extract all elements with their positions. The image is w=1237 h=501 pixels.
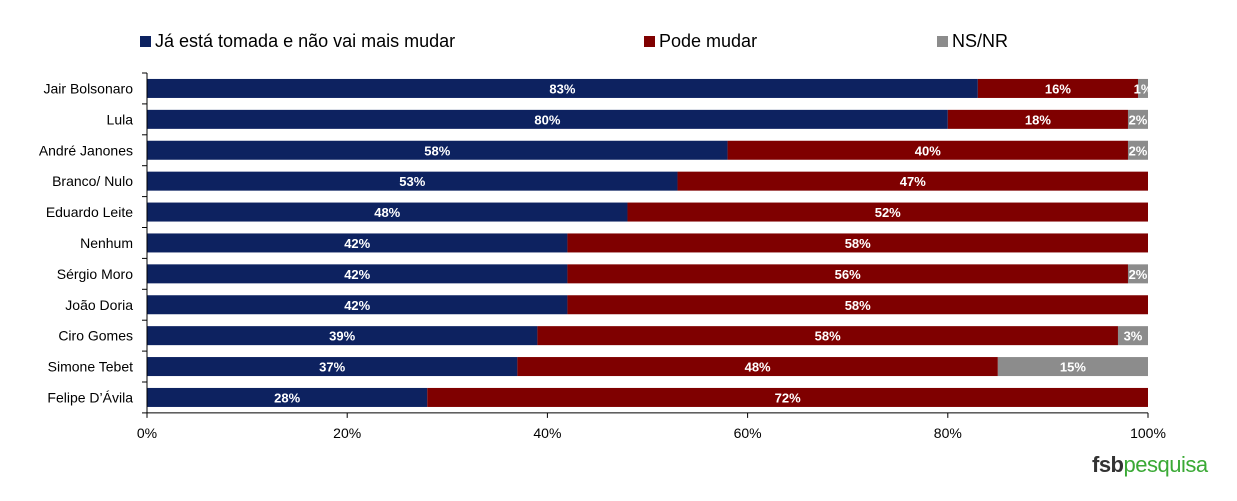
bar-segment [997,357,1148,377]
legend-swatch [644,36,655,47]
legend-swatch [140,36,151,47]
bar-segment [567,295,1148,315]
data-label: 2% [1129,143,1148,158]
bar-segment [147,357,518,377]
category-label: Simone Tebet [48,359,133,375]
fsb-pesquisa-logo: fsbpesquisa [1092,452,1208,478]
data-label: 37% [319,360,345,375]
bar-segment [517,357,998,377]
data-label: 58% [815,329,841,344]
bar-segment [147,387,428,407]
x-tick-label: 0% [137,425,157,441]
bar-segment [1117,326,1148,346]
data-label: 3% [1124,329,1143,344]
bar-segment [147,295,568,315]
data-label: 15% [1060,360,1086,375]
legend-item-nsnr: NS/NR [937,31,1008,52]
category-label: Jair Bolsonaro [44,80,134,96]
bar-segment [427,387,1148,407]
bar-segment [147,78,978,98]
data-label: 48% [745,360,771,375]
data-label: 42% [344,267,370,282]
category-label: Felipe D’Ávila [47,389,133,405]
data-label: 83% [549,81,575,96]
bar-segment [147,264,568,284]
bar-segment [147,202,628,222]
bar-segment [147,233,568,253]
data-label: 72% [775,390,801,405]
data-label: 2% [1129,112,1148,127]
data-label: 1% [1134,81,1153,96]
bar-segment [1127,109,1148,129]
bar-segment [147,326,538,346]
x-tick-label: 80% [934,425,962,441]
data-label: 47% [900,174,926,189]
legend-item-pode-mudar: Pode mudar [644,31,757,52]
logo-pesquisa: pesquisa [1123,452,1209,477]
logo-fsb: fsb [1092,452,1124,477]
data-label: 58% [424,143,450,158]
legend-item-tomada: Já está tomada e não vai mais mudar [140,31,455,52]
data-label: 52% [875,205,901,220]
bar-segment [677,171,1148,191]
data-label: 48% [374,205,400,220]
bar-segment [1137,78,1148,98]
category-label: Ciro Gomes [58,328,133,344]
bar-segment [147,109,948,129]
bar-segment [1127,264,1148,284]
category-label: Nenhum [80,235,133,251]
x-tick-label: 20% [333,425,361,441]
bar-segment [727,140,1128,160]
data-label: 40% [915,143,941,158]
legend-label: Já está tomada e não vai mais mudar [155,31,456,51]
bar-segment [947,109,1128,129]
bar-segment [627,202,1148,222]
data-label: 53% [399,174,425,189]
bar-segment [147,140,728,160]
data-label: 42% [344,298,370,313]
bar-segment [147,171,678,191]
bar-segment [567,264,1128,284]
data-label: 80% [534,112,560,127]
category-label: André Janones [39,142,133,158]
data-label: 56% [835,267,861,282]
category-label: Sérgio Moro [57,266,133,282]
category-label: Branco/ Nulo [52,173,133,189]
data-label: 42% [344,236,370,251]
data-label: 2% [1129,267,1148,282]
x-tick-label: 40% [533,425,561,441]
data-label: 58% [845,236,871,251]
bar-segment [567,233,1148,253]
category-label: Eduardo Leite [46,204,133,220]
data-label: 28% [274,390,300,405]
bar-segment [1127,140,1148,160]
data-label: 18% [1025,112,1051,127]
data-label: 16% [1045,81,1071,96]
bar-segment [537,326,1118,346]
x-tick-label: 100% [1130,425,1166,441]
data-label: 39% [329,329,355,344]
legend-label: Pode mudar [659,31,758,51]
legend-label: NS/NR [952,31,1009,51]
category-label: João Doria [65,297,133,313]
category-label: Lula [107,111,134,127]
data-label: 58% [845,298,871,313]
x-tick-label: 60% [734,425,762,441]
legend-swatch [937,36,948,47]
bar-segment [977,78,1138,98]
